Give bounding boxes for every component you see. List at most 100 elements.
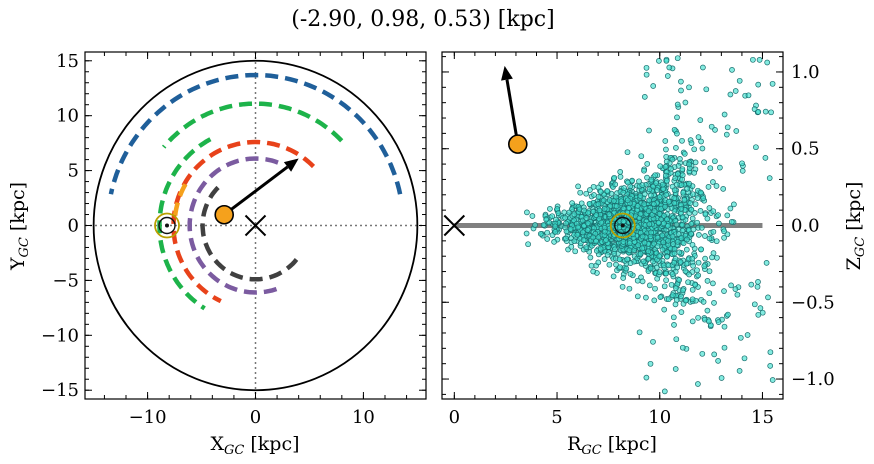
star-point <box>688 230 694 237</box>
star-cloud <box>523 55 776 395</box>
star-point <box>671 259 678 266</box>
star-point <box>646 282 653 289</box>
star-point <box>524 209 530 216</box>
star-point <box>678 205 685 212</box>
star-point <box>663 270 669 277</box>
star-point <box>623 265 630 272</box>
star-point <box>674 130 680 137</box>
star-point <box>624 149 631 156</box>
x-tick-label: 0 <box>250 407 261 428</box>
star-point <box>679 137 685 144</box>
star-point <box>651 208 658 214</box>
star-point <box>670 241 676 247</box>
star-point <box>641 239 648 246</box>
star-point <box>750 56 756 63</box>
star-point <box>756 57 763 63</box>
star-point <box>710 228 717 235</box>
star-point <box>692 281 698 288</box>
star-point <box>617 169 624 175</box>
star-point <box>704 278 711 284</box>
star-point <box>712 158 718 165</box>
star-point <box>523 230 530 237</box>
left-y-axis-label: YGC [kpc] <box>7 182 32 271</box>
left-panel: −10 0 10 15 10 5 0 −5 −10 −15 XGC [kpc] YGC [kpc] <box>7 51 427 458</box>
star-point <box>720 186 727 192</box>
star-point <box>567 226 574 232</box>
star-point <box>737 334 744 341</box>
star-point <box>579 229 586 236</box>
star-point <box>686 161 692 168</box>
sun-marker-inner-ring <box>614 216 632 235</box>
star-point <box>679 172 686 179</box>
star-point <box>562 214 568 221</box>
star-point <box>645 248 652 255</box>
star-point <box>727 205 734 212</box>
star-point <box>572 248 579 255</box>
star-point <box>710 208 717 215</box>
star-point <box>665 237 672 244</box>
star-point <box>769 377 776 383</box>
star-point <box>671 250 678 257</box>
star-point <box>664 253 670 260</box>
star-point <box>563 235 569 242</box>
star-point <box>634 203 641 209</box>
star-point <box>634 277 641 284</box>
y-tick-label: 15 <box>56 51 79 72</box>
star-point <box>601 256 608 262</box>
star-point <box>590 183 597 190</box>
star-point <box>745 92 752 99</box>
star-point <box>639 182 646 188</box>
star-point <box>721 228 727 235</box>
star-point <box>674 114 680 121</box>
star-point <box>695 272 702 279</box>
star-point <box>656 58 662 64</box>
star-point <box>627 260 634 266</box>
star-point <box>704 307 711 314</box>
star-point <box>682 297 689 304</box>
star-point <box>689 215 696 222</box>
star-point <box>715 358 721 364</box>
star-point <box>586 200 593 207</box>
star-point <box>765 294 771 301</box>
star-point <box>617 264 623 271</box>
star-point <box>571 238 578 245</box>
star-point <box>731 201 737 208</box>
star-point <box>580 237 587 244</box>
star-point <box>683 260 690 267</box>
star-point <box>701 263 708 270</box>
star-point <box>646 197 652 204</box>
star-point <box>612 181 619 188</box>
star-point <box>678 293 684 300</box>
star-point <box>656 253 663 260</box>
star-point <box>627 271 634 277</box>
star-point <box>600 197 607 204</box>
star-point <box>697 189 704 196</box>
star-point <box>635 224 642 231</box>
right-panel: 0 5 10 15 1.0 0.5 0.0 −0.5 −1.0 RGC [kpc] ZGC [k… <box>441 51 868 458</box>
star-point <box>575 224 581 231</box>
star-point <box>604 252 611 258</box>
star-point <box>643 374 650 381</box>
right-x-axis-label: RGC [kpc] <box>567 433 657 458</box>
star-point <box>648 176 655 183</box>
star-point <box>689 318 696 325</box>
right-axes-frame <box>441 51 784 400</box>
star-point <box>576 206 583 213</box>
star-point <box>621 185 627 191</box>
star-point <box>595 259 602 266</box>
velocity-arrow <box>501 65 520 145</box>
star-point <box>732 286 739 292</box>
star-point <box>682 268 689 275</box>
x-tick-label: 0 <box>449 407 460 428</box>
star-point <box>664 73 671 79</box>
star-point <box>601 206 608 212</box>
star-point <box>703 86 710 93</box>
star-point <box>692 201 699 208</box>
star-point <box>709 254 715 261</box>
x-tick-label: 10 <box>648 407 671 428</box>
star-point <box>595 184 602 191</box>
star-point <box>697 117 704 123</box>
star-point <box>698 138 704 145</box>
star-point <box>618 198 625 205</box>
star-point <box>727 91 734 98</box>
